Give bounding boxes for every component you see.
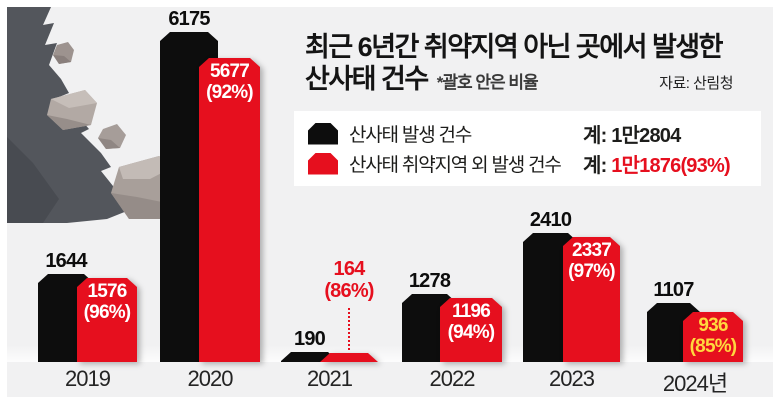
legend-total: 계: 1만1876(93%) <box>583 155 731 177</box>
legend-swatch-black <box>308 123 338 145</box>
bar-nonvuln-wrap-2020 <box>199 58 260 362</box>
value-label-nonvuln-2024년: 936 (85%) <box>689 315 737 357</box>
bar-nonvuln-2020 <box>199 58 260 362</box>
bar-group-2023: 2410 2337 (97%) 2023 <box>523 0 620 404</box>
year-label-2020: 2020 <box>187 366 234 391</box>
landslide-rocks-illustration <box>7 7 177 223</box>
bar-nonvuln-wrap-2019 <box>77 278 137 362</box>
falling-rock-facet <box>51 90 97 108</box>
value-label-nonvuln-2022: 1196 (94%) <box>447 301 495 343</box>
bar-nonvuln-2022 <box>440 298 502 362</box>
falling-rock-facet <box>98 138 120 149</box>
value-label-total-2023: 2410 <box>529 209 572 231</box>
year-label-2024년: 2024년 <box>662 371 728 396</box>
year-label-2021: 2021 <box>307 366 353 391</box>
value-label-nonvuln-2019: 1576 (96%) <box>83 281 131 323</box>
bar-nonvuln-2019 <box>77 278 137 362</box>
value-label-total-2021: 190 <box>294 328 326 350</box>
legend-row-total: 산사태 발생 건수 계: 1만2804 <box>308 120 751 147</box>
page-title-line2: 산사태 건수 <box>305 64 429 94</box>
header: 최근 6년간 취약지역 아닌 곳에서 발생한 산사태 건수 *괄호 안은 비율 … <box>305 30 763 99</box>
bar-nonvuln-wrap-2022 <box>440 298 502 362</box>
falling-rock-facet <box>53 55 71 64</box>
bar-nonvuln-2023 <box>563 237 620 362</box>
legend-swatch-red <box>308 153 338 175</box>
data-source: 자료: 산림청 <box>659 75 733 92</box>
bar-group-2021: 190 164 (86%) 2021 <box>281 0 378 404</box>
bar-nonvuln-wrap-2024년 <box>683 312 743 362</box>
bar-group-2019: 1644 1576 (96%) 2019 <box>38 0 137 404</box>
bar-nonvuln-2024년 <box>683 312 743 362</box>
page-title-line1: 최근 6년간 취약지역 아닌 곳에서 발생한 <box>305 32 723 62</box>
legend: 산사태 발생 건수 계: 1만2804 산사태 취약지역 외 발생 건수 계: … <box>294 111 761 186</box>
title-note: *괄호 안은 비율 <box>436 73 539 92</box>
legend-label: 산사태 취약지역 외 발생 건수 <box>349 155 562 176</box>
bar-nonvuln-wrap-2021 <box>320 353 378 362</box>
value-label-total-2024년: 1107 <box>653 279 694 301</box>
bar-group-2022: 1278 1196 (94%) 2022 <box>402 0 502 404</box>
year-label-2022: 2022 <box>429 366 476 391</box>
legend-row-nonvuln: 산사태 취약지역 외 발생 건수 계: 1만1876(93%) <box>308 150 751 177</box>
bar-nonvuln-wrap-2023 <box>563 237 620 362</box>
bar-group-2020: 6175 5677 (92%) 2020 <box>160 0 260 404</box>
value-label-nonvuln-2021: 164 (86%) <box>324 258 374 302</box>
legend-label: 산사태 발생 건수 <box>349 125 472 146</box>
legend-total: 계: 1만2804 <box>583 125 681 147</box>
year-label-2023: 2023 <box>549 366 595 391</box>
bar-total-2021 <box>281 352 338 362</box>
year-label-2019: 2019 <box>65 366 111 391</box>
cliff-shadow <box>7 137 59 223</box>
value-label-total-2022: 1278 <box>408 270 451 292</box>
bar-group-2024년: 1107 936 (85%) 2024년 <box>647 0 743 404</box>
falling-rock-facet <box>47 115 91 130</box>
value-label-total-2019: 1644 <box>45 250 87 272</box>
callout-dotted-line-2021 <box>348 308 350 350</box>
bar-nonvuln-2021 <box>320 353 378 362</box>
value-label-nonvuln-2020: 5677 (92%) <box>206 61 253 103</box>
value-label-nonvuln-2023: 2337 (97%) <box>568 240 615 282</box>
value-label-total-2020: 6175 <box>168 8 210 30</box>
